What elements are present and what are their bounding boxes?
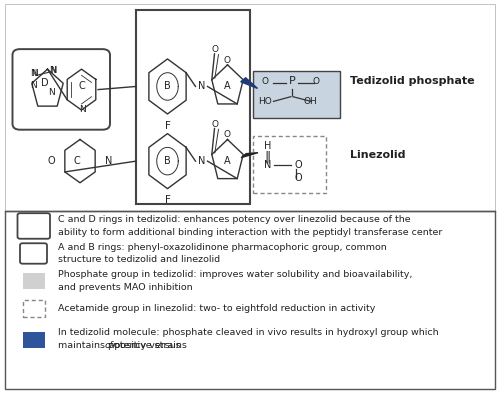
Text: O: O — [294, 160, 302, 170]
Text: A: A — [224, 156, 231, 166]
Text: O: O — [211, 120, 218, 129]
Text: O: O — [211, 46, 218, 54]
Bar — [252, 71, 340, 118]
Text: HO: HO — [258, 97, 272, 106]
Text: O: O — [312, 77, 320, 86]
Text: A: A — [224, 81, 231, 92]
Text: O: O — [262, 77, 268, 86]
Text: N: N — [198, 81, 205, 92]
Polygon shape — [240, 78, 258, 88]
Bar — [22, 273, 44, 289]
Text: A and B rings: phenyl-oxazolidinone pharmacophoric group, common: A and B rings: phenyl-oxazolidinone phar… — [58, 243, 386, 252]
Text: Acetamide group in linezolid: two- to eightfold reduction in activity: Acetamide group in linezolid: two- to ei… — [58, 304, 375, 313]
Text: N: N — [79, 105, 86, 114]
Text: O: O — [48, 156, 56, 166]
Text: O: O — [224, 56, 231, 64]
Text: B: B — [164, 156, 171, 166]
Text: F: F — [164, 195, 170, 206]
Text: C: C — [73, 156, 80, 166]
Text: ability to form additional binding interaction with the peptidyl transferase cen: ability to form additional binding inter… — [58, 228, 442, 237]
Text: N: N — [32, 70, 38, 78]
Text: C and D rings in tedizolid: enhances potency over linezolid because of the: C and D rings in tedizolid: enhances pot… — [58, 215, 410, 224]
Text: D: D — [40, 77, 48, 88]
Text: cfr: cfr — [105, 342, 118, 350]
Text: N: N — [49, 66, 56, 75]
Text: In tedizolid molecule: phosphate cleaved in vivo results in hydroxyl group which: In tedizolid molecule: phosphate cleaved… — [58, 329, 438, 337]
Bar — [22, 300, 44, 317]
Bar — [253, 136, 326, 193]
Polygon shape — [241, 152, 258, 158]
Bar — [22, 332, 44, 348]
Text: N: N — [30, 81, 37, 90]
Bar — [5, 211, 495, 389]
Text: Tedizolid phosphate: Tedizolid phosphate — [350, 75, 474, 86]
Text: ‖: ‖ — [265, 151, 271, 164]
Text: O: O — [294, 173, 302, 183]
Text: N: N — [50, 66, 56, 75]
Text: and prevents MAO inhibition: and prevents MAO inhibition — [58, 283, 192, 292]
Text: structure to tedizolid and linezolid: structure to tedizolid and linezolid — [58, 255, 220, 264]
Text: Linezolid: Linezolid — [350, 150, 406, 160]
Text: C: C — [78, 81, 85, 92]
Text: N: N — [105, 156, 112, 166]
Text: H: H — [264, 141, 272, 151]
Text: N: N — [30, 70, 36, 78]
Text: F: F — [164, 121, 170, 131]
Text: -positive strains: -positive strains — [110, 342, 186, 350]
Text: N: N — [48, 88, 55, 97]
Text: O: O — [224, 130, 231, 139]
Text: B: B — [164, 81, 171, 92]
Text: OH: OH — [304, 97, 318, 106]
Bar — [136, 10, 250, 204]
Text: N: N — [264, 160, 272, 170]
Text: N: N — [198, 156, 205, 166]
Text: Phosphate group in tedizolid: improves water solubility and bioavailability,: Phosphate group in tedizolid: improves w… — [58, 270, 412, 279]
Text: maintains potency versus: maintains potency versus — [58, 342, 183, 350]
Text: P: P — [288, 76, 295, 86]
